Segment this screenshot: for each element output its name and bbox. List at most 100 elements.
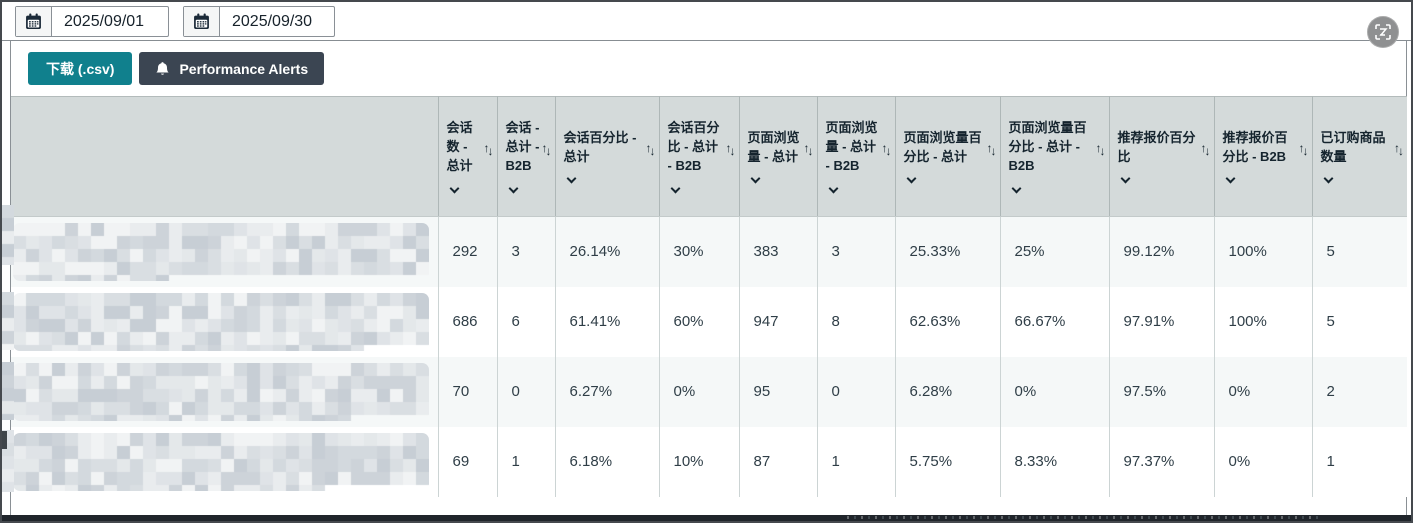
- cell-pageviews-total: 95: [739, 356, 818, 427]
- sort-icon[interactable]: ↑↓: [986, 140, 997, 158]
- bottom-cutoff-bar: [2, 515, 1411, 521]
- cell-units-ordered: 5: [1312, 216, 1407, 287]
- product-cell-redacted: [11, 426, 439, 497]
- filter-chevron-icon[interactable]: [670, 183, 680, 194]
- sort-icon[interactable]: ↑↓: [881, 140, 892, 158]
- start-date-input[interactable]: 2025/09/01: [15, 6, 169, 37]
- cell-pageview-pct-b2b: 66.67%: [1000, 286, 1110, 357]
- filter-chevron-icon[interactable]: [508, 183, 518, 194]
- col-pageviews-total[interactable]: 页面浏览量 - 总计 ↑↓: [739, 96, 818, 217]
- filter-chevron-icon[interactable]: [1120, 173, 1130, 184]
- col-product: [11, 96, 439, 217]
- cell-session-pct-total: 26.14%: [555, 216, 660, 287]
- product-cell-redacted: [11, 286, 439, 357]
- col-featured-offer-pct-b2b[interactable]: 推荐报价百分比 - B2B ↑↓: [1214, 96, 1313, 217]
- cell-pageviews-total: 947: [739, 286, 818, 357]
- end-date-input[interactable]: 2025/09/30: [183, 6, 335, 37]
- cell-pageview-pct-total: 62.63%: [895, 286, 1001, 357]
- divider: [2, 40, 1411, 41]
- col-sessions-total[interactable]: 会话数 - 总计 ↑↓: [438, 96, 498, 217]
- sort-icon[interactable]: ↑↓: [725, 140, 736, 158]
- cell-pageview-pct-total: 6.28%: [895, 356, 1001, 427]
- cell-pageview-pct-total: 25.33%: [895, 216, 1001, 287]
- col-units-ordered[interactable]: 已订购商品数量 ↑↓: [1312, 96, 1407, 217]
- screen-capture-button[interactable]: [1367, 16, 1399, 48]
- table-row: 292 3 26.14% 30% 383 3 25.33% 25% 99.12%…: [11, 216, 1407, 287]
- filter-chevron-icon[interactable]: [906, 173, 916, 184]
- sort-icon[interactable]: ↑↓: [645, 140, 656, 158]
- report-panel: 下载 (.csv) Performance Alerts 会话数 - 总: [10, 41, 1407, 520]
- action-buttons: 下载 (.csv) Performance Alerts: [28, 52, 325, 85]
- filter-chevron-icon[interactable]: [828, 183, 838, 194]
- sort-icon[interactable]: ↑↓: [1200, 140, 1211, 158]
- download-csv-button[interactable]: 下载 (.csv): [28, 52, 133, 85]
- cell-session-pct-b2b: 30%: [659, 216, 740, 287]
- cell-units-ordered: 5: [1312, 286, 1407, 357]
- header-row: 会话数 - 总计 ↑↓ 会话 - 总计 - B2B ↑↓ 会话百分比 - 总计 ↑↓ …: [11, 96, 1407, 217]
- sort-icon[interactable]: ↑↓: [1298, 140, 1309, 158]
- cell-sessions-b2b: 1: [497, 426, 556, 497]
- cell-pageviews-b2b: 0: [817, 356, 896, 427]
- table-row: 686 6 61.41% 60% 947 8 62.63% 66.67% 97.…: [11, 286, 1407, 357]
- col-session-pct-total[interactable]: 会话百分比 - 总计 ↑↓: [555, 96, 660, 217]
- cell-sessions-total: 69: [438, 426, 498, 497]
- cell-sessions-total: 70: [438, 356, 498, 427]
- business-report-table: 会话数 - 总计 ↑↓ 会话 - 总计 - B2B ↑↓ 会话百分比 - 总计 ↑↓ …: [11, 96, 1407, 497]
- cell-featured-offer-pct: 97.91%: [1109, 286, 1215, 357]
- cell-sessions-total: 686: [438, 286, 498, 357]
- col-pageview-pct-total[interactable]: 页面浏览量百分比 - 总计 ↑↓: [895, 96, 1001, 217]
- filter-chevron-icon[interactable]: [750, 173, 760, 184]
- cell-featured-offer-pct: 97.5%: [1109, 356, 1215, 427]
- redaction-strip: [2, 292, 14, 350]
- cell-pageview-pct-b2b: 0%: [1000, 356, 1110, 427]
- performance-alerts-button[interactable]: Performance Alerts: [139, 52, 325, 85]
- calendar-icon[interactable]: [16, 7, 52, 36]
- col-sessions-b2b[interactable]: 会话 - 总计 - B2B ↑↓: [497, 96, 556, 217]
- performance-alerts-label: Performance Alerts: [179, 60, 309, 77]
- filter-chevron-icon[interactable]: [566, 173, 576, 184]
- product-cell-redacted: [11, 216, 439, 287]
- cell-featured-offer-pct-b2b: 0%: [1214, 426, 1313, 497]
- table-row: 69 1 6.18% 10% 87 1 5.75% 8.33% 97.37% 0…: [11, 426, 1407, 497]
- cell-session-pct-b2b: 60%: [659, 286, 740, 357]
- cell-pageviews-total: 383: [739, 216, 818, 287]
- cell-session-pct-total: 6.18%: [555, 426, 660, 497]
- sort-icon[interactable]: ↑↓: [541, 140, 552, 158]
- col-featured-offer-pct[interactable]: 推荐报价百分比 ↑↓: [1109, 96, 1215, 217]
- filter-chevron-icon[interactable]: [1323, 173, 1333, 184]
- cell-sessions-total: 292: [438, 216, 498, 287]
- cell-sessions-b2b: 0: [497, 356, 556, 427]
- end-date-value[interactable]: 2025/09/30: [232, 12, 313, 30]
- cell-units-ordered: 2: [1312, 356, 1407, 427]
- redaction-strip: [2, 205, 14, 265]
- product-cell-redacted: [11, 356, 439, 427]
- sort-icon[interactable]: ↑↓: [1394, 140, 1404, 158]
- cell-pageviews-b2b: 1: [817, 426, 896, 497]
- filter-chevron-icon[interactable]: [1011, 183, 1021, 194]
- col-pageviews-b2b[interactable]: 页面浏览量 - 总计 - B2B ↑↓: [817, 96, 896, 217]
- cell-sessions-b2b: 6: [497, 286, 556, 357]
- cell-featured-offer-pct: 99.12%: [1109, 216, 1215, 287]
- cell-featured-offer-pct-b2b: 0%: [1214, 356, 1313, 427]
- sort-icon[interactable]: ↑↓: [803, 140, 814, 158]
- filter-chevron-icon[interactable]: [449, 183, 459, 194]
- cell-session-pct-total: 6.27%: [555, 356, 660, 427]
- redaction-mark: [2, 431, 7, 449]
- cell-sessions-b2b: 3: [497, 216, 556, 287]
- col-pageview-pct-b2b[interactable]: 页面浏览量百分比 - 总计 - B2B ↑↓: [1000, 96, 1110, 217]
- cell-session-pct-total: 61.41%: [555, 286, 660, 357]
- cell-pageview-pct-b2b: 25%: [1000, 216, 1110, 287]
- cell-pageview-pct-b2b: 8.33%: [1000, 426, 1110, 497]
- cell-pageviews-b2b: 3: [817, 216, 896, 287]
- filter-chevron-icon[interactable]: [1225, 173, 1235, 184]
- sort-icon[interactable]: ↑↓: [1095, 140, 1106, 158]
- start-date-value[interactable]: 2025/09/01: [64, 12, 145, 30]
- sort-icon[interactable]: ↑↓: [483, 140, 494, 158]
- redaction-strip: [2, 362, 14, 420]
- top-bar: 2025/09/01 2025/09/30: [2, 2, 1411, 40]
- cell-pageviews-total: 87: [739, 426, 818, 497]
- cell-units-ordered: 1: [1312, 426, 1407, 497]
- cell-featured-offer-pct-b2b: 100%: [1214, 286, 1313, 357]
- col-session-pct-b2b[interactable]: 会话百分比 - 总计 - B2B ↑↓: [659, 96, 740, 217]
- calendar-icon[interactable]: [184, 7, 220, 36]
